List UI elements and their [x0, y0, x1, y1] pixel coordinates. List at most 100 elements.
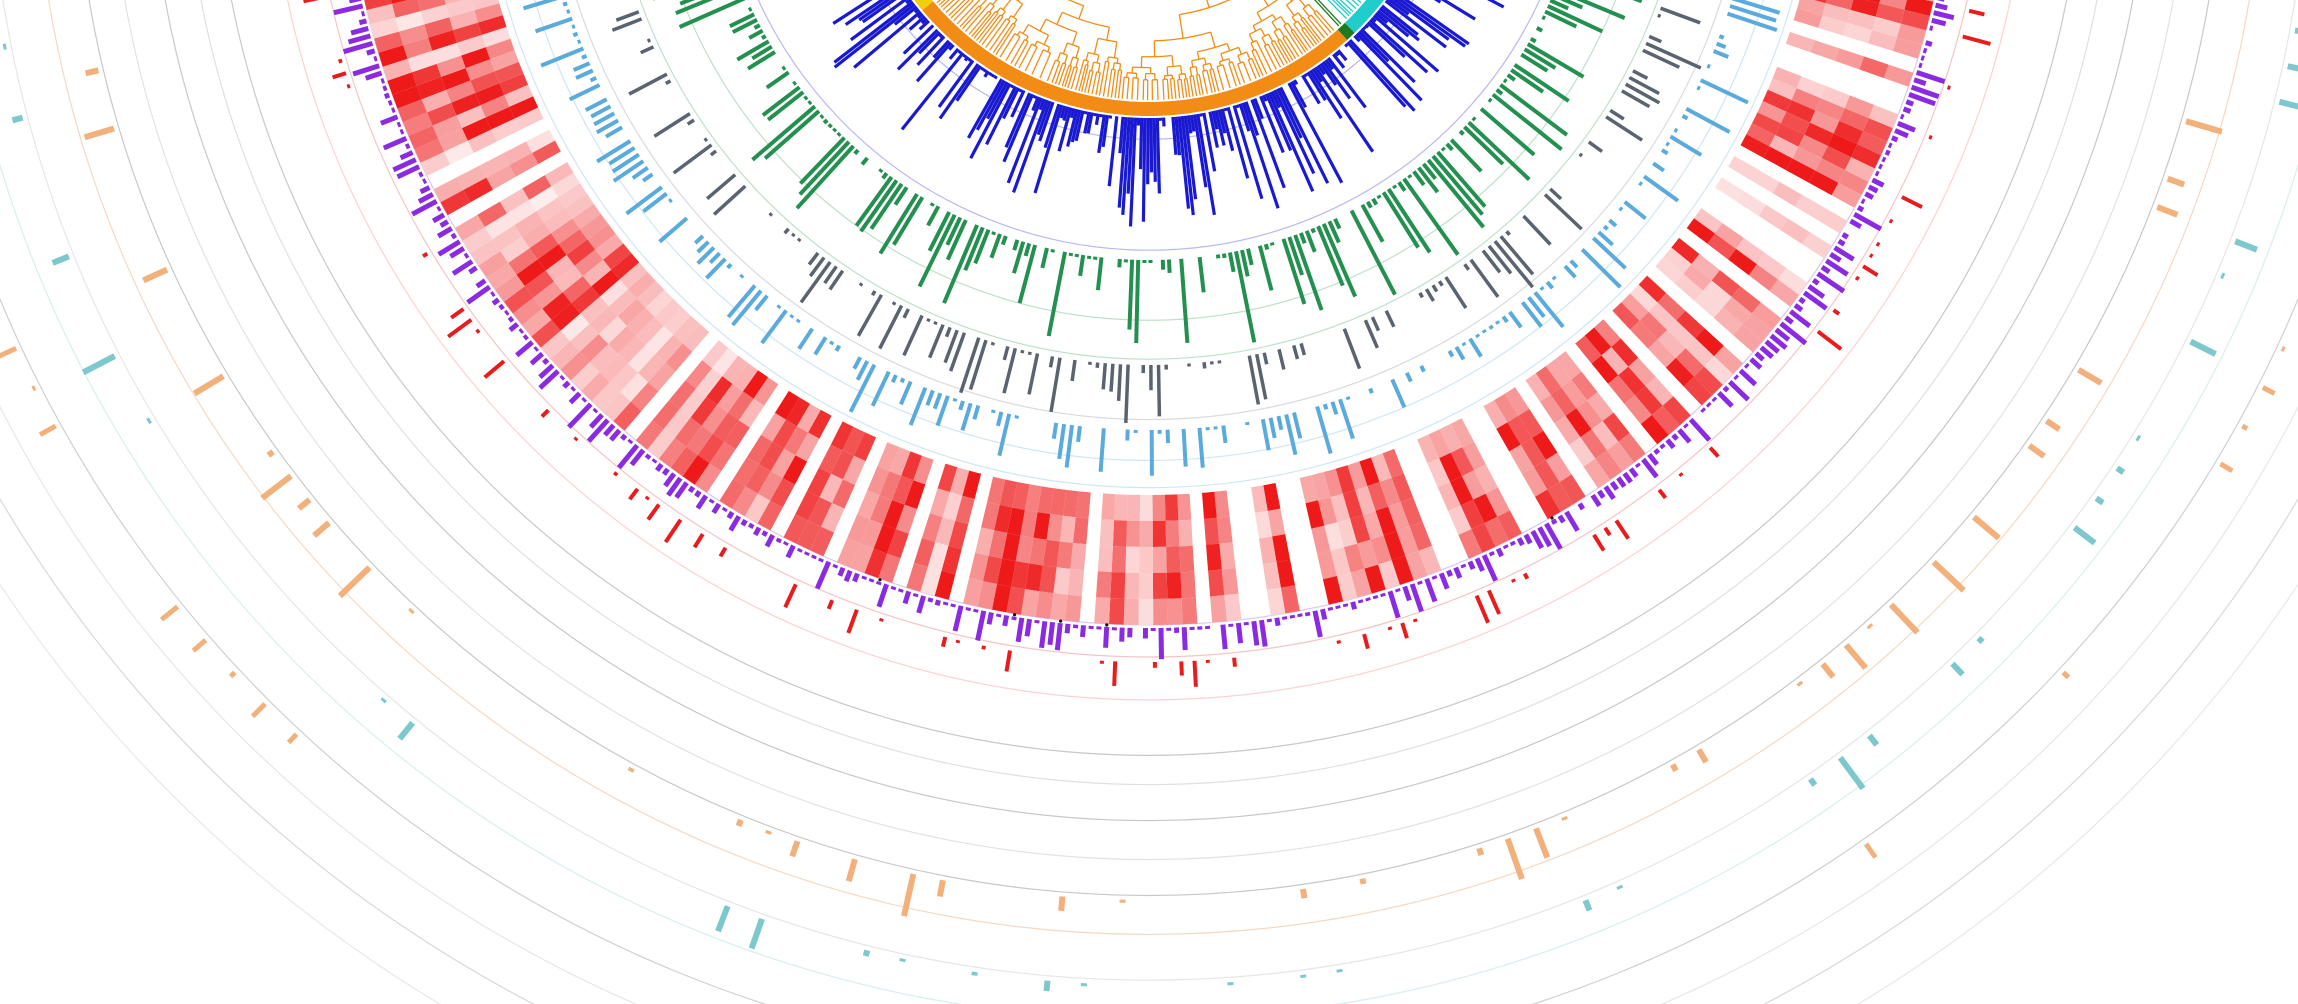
tree-internal-branch [1186, 78, 1189, 83]
blue-bar-ring-bar [985, 85, 1018, 146]
heatmap-cell [440, 189, 471, 216]
red-bar-ring-bar [1400, 622, 1409, 639]
heatmap-cell [424, 17, 453, 38]
tree-internal-branch [1064, 63, 1067, 68]
heatmap-cell [860, 519, 883, 549]
purple-bar-ring-bar [902, 590, 912, 605]
outer-orange-bar-ring-2-bar [0, 346, 18, 359]
red-bar-ring-bar [1112, 661, 1118, 686]
green-bar-ring-bar [1281, 238, 1307, 305]
sky-bar-ring-bar [1064, 424, 1074, 468]
blue-bar-ring-bar [1066, 108, 1079, 147]
purple-bar-ring-bar [728, 514, 742, 532]
outer-teal-bar-ring-bar [2115, 465, 2126, 475]
sky-bar-ring-bar [1276, 415, 1284, 431]
marker-dot [878, 578, 882, 582]
heatmap-cell [427, 102, 457, 126]
sky-bar-ring-bar [997, 413, 1012, 457]
tree-internal-branch [1002, 0, 1012, 11]
outer-orange-bar-ring-bar [1971, 514, 2001, 541]
sky-bar-ring-bar [1461, 341, 1467, 347]
green-bar-ring-bar [860, 156, 869, 166]
red-bar-ring-bar [1362, 633, 1370, 650]
heatmap-cell [1002, 533, 1021, 562]
heatmap-cell [1674, 273, 1703, 301]
sky-bar-ring-bar [1475, 333, 1481, 339]
tree-internal-branch [1180, 79, 1183, 84]
heatmap-cell [1532, 430, 1558, 460]
tree-internal-branch [1260, 28, 1266, 37]
red-bar-ring-bar [1888, 218, 1894, 224]
heatmap-cell [757, 500, 783, 531]
outer-teal-bar-ring-bar [1976, 635, 1985, 645]
sky-bar-ring-bar [870, 370, 891, 407]
heatmap-cell [873, 524, 896, 554]
tree-internal-branch [1034, 46, 1038, 52]
slate-bar-ring-bar [1642, 48, 1681, 69]
purple-bar-ring-bar [1530, 529, 1544, 550]
heatmap-cell [500, 236, 530, 263]
heatmap-cell [1152, 572, 1168, 599]
blue-bar-ring-bar [1276, 88, 1303, 139]
green-bar-ring-bar [763, 109, 821, 160]
purple-bar-ring-bar [1688, 417, 1712, 442]
tree-internal-branch [1075, 46, 1080, 59]
heatmap-cell [589, 306, 618, 334]
tree-leaf-branch [1254, 56, 1264, 76]
slate-bar-ring-bar [944, 326, 952, 338]
heatmap-cell [509, 152, 539, 177]
sky-bar-ring-bar [813, 336, 828, 356]
heatmap-cell [1400, 497, 1423, 527]
heatmap-cell [1608, 375, 1635, 404]
tree-internal-branch [1280, 16, 1287, 25]
heatmap-cell [532, 140, 561, 165]
tree-leaf-branch [1018, 47, 1031, 69]
tree-internal-branch [1191, 60, 1194, 68]
green-bar-ring-bar [795, 144, 855, 210]
slate-bar-ring-bar [1202, 362, 1207, 369]
heatmap-cell [1050, 488, 1067, 516]
blue-bar-ring-bar [1043, 103, 1061, 149]
purple-bar-ring-bar [1871, 177, 1885, 188]
red-bar-ring-bar [1522, 572, 1530, 580]
heatmap-cell [1722, 296, 1752, 325]
tree-internal-branch [984, 12, 992, 21]
sky-bar-ring-bar [1681, 113, 1689, 121]
blue-bar-ring-bar [1226, 106, 1250, 179]
sky-bar-ring-bar [1051, 422, 1059, 440]
purple-bar-ring-bar [1628, 467, 1639, 479]
heatmap-cell [1097, 545, 1113, 573]
tree-internal-branch [1302, 8, 1310, 17]
tree-internal-branch [1025, 41, 1029, 47]
tree-leaf-branch [1257, 55, 1268, 75]
heatmap-cell [1767, 78, 1797, 101]
tree-leaf-branch [1046, 65, 1054, 82]
tree-internal-branch [1238, 47, 1243, 55]
slate-bar-ring-bar [1277, 348, 1286, 370]
purple-bar-ring-bar [1304, 611, 1311, 617]
heatmap-cell [1364, 564, 1386, 594]
tree-leaf-branch [1121, 81, 1125, 99]
green-bar-ring-bar [1421, 162, 1437, 180]
red-bar-ring-bar [1232, 657, 1237, 667]
heatmap-cell [1742, 313, 1772, 342]
heatmap-cell [842, 455, 866, 485]
marker-dot [1105, 623, 1109, 627]
heatmap-cell [1675, 348, 1705, 377]
heatmap-cell [1485, 487, 1510, 517]
heatmap-cell [1561, 379, 1587, 409]
outer-teal-bar-ring-bar [1950, 661, 1965, 677]
heatmap-cell [1769, 135, 1799, 159]
green-bar-ring-bar [1050, 248, 1055, 253]
outer-orange-bar-ring-bar [2027, 443, 2046, 459]
outer-orange-bar-ring-2-bar [38, 423, 57, 437]
purple-bar-ring-bar [1577, 502, 1586, 511]
heatmap-cell [1280, 585, 1300, 614]
outer-orange-bar-ring-bar [260, 473, 293, 501]
purple-bar-ring-bar [687, 485, 696, 494]
heatmap-cell [1383, 531, 1406, 561]
red-bar-ring-bar [846, 609, 859, 634]
green-bar-ring-bar [827, 123, 833, 129]
heatmap-cell [867, 466, 890, 496]
green-bar-ring-bar [892, 196, 925, 246]
